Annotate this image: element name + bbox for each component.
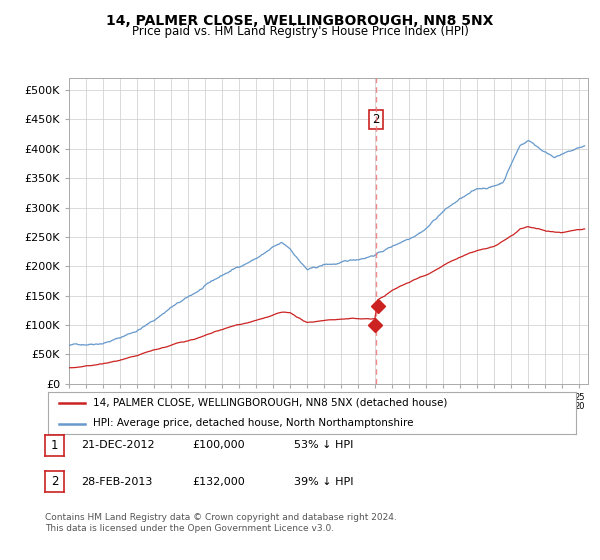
Text: 2: 2 [373, 113, 380, 126]
Text: 53% ↓ HPI: 53% ↓ HPI [294, 440, 353, 450]
Text: Price paid vs. HM Land Registry's House Price Index (HPI): Price paid vs. HM Land Registry's House … [131, 25, 469, 38]
Text: 28-FEB-2013: 28-FEB-2013 [81, 477, 152, 487]
Text: 14, PALMER CLOSE, WELLINGBOROUGH, NN8 5NX: 14, PALMER CLOSE, WELLINGBOROUGH, NN8 5N… [106, 14, 494, 28]
Text: £132,000: £132,000 [192, 477, 245, 487]
Text: 21-DEC-2012: 21-DEC-2012 [81, 440, 155, 450]
Text: 2: 2 [51, 475, 58, 488]
Text: £100,000: £100,000 [192, 440, 245, 450]
Text: 14, PALMER CLOSE, WELLINGBOROUGH, NN8 5NX (detached house): 14, PALMER CLOSE, WELLINGBOROUGH, NN8 5N… [93, 398, 447, 408]
Text: Contains HM Land Registry data © Crown copyright and database right 2024.: Contains HM Land Registry data © Crown c… [45, 513, 397, 522]
Text: 1: 1 [51, 438, 58, 452]
Text: This data is licensed under the Open Government Licence v3.0.: This data is licensed under the Open Gov… [45, 524, 334, 533]
Text: 39% ↓ HPI: 39% ↓ HPI [294, 477, 353, 487]
Text: HPI: Average price, detached house, North Northamptonshire: HPI: Average price, detached house, Nort… [93, 418, 413, 428]
